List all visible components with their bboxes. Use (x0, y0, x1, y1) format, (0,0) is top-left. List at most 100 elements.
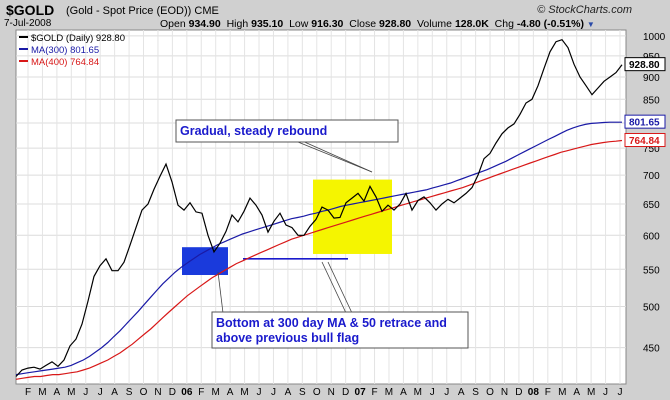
x-tick-label: A (285, 387, 292, 398)
x-tick-label: S (299, 387, 306, 398)
x-axis: F M A M J J A S O N D 06 F M A M J J A S O N D 07 F M A M J J A S O N D 08 F… (25, 387, 623, 398)
x-tick-label: N (154, 387, 161, 398)
x-tick-label: A (54, 387, 61, 398)
x-tick-label: F (545, 387, 551, 398)
x-tick-label: D (342, 387, 349, 398)
ma300-tag-box (624, 114, 666, 129)
x-tick-label: M (67, 387, 75, 398)
x-tick-label: M (38, 387, 46, 398)
y-tick-label: 850 (643, 95, 660, 106)
volume-label: Volume (416, 18, 453, 30)
legend-label: $GOLD (Daily) 928.80 (31, 33, 125, 44)
volume-value: 128.0K (454, 18, 489, 30)
highlight-boxes (182, 179, 392, 276)
ma400-line (15, 139, 623, 380)
x-tick-label: J (271, 387, 276, 398)
chart-header: $GOLD (Gold - Spot Price (EOD)) CME 7-Ju… (0, 0, 670, 30)
callout-pointer (321, 261, 347, 314)
value-tags: 928.80 801.65 764.84 (624, 57, 666, 148)
x-tick-label: N (328, 387, 335, 398)
x-tick-label: A (400, 387, 407, 398)
callout-text-2: Bottom at 300 day MA & 50 retrace and abo… (216, 316, 447, 345)
brand-logo[interactable]: © StockCharts.com (537, 4, 632, 16)
x-tick-label: M (385, 387, 393, 398)
x-tick-label: J (603, 387, 608, 398)
callout-pointer (299, 139, 373, 173)
x-tick-label: M (414, 387, 422, 398)
annotations: Gradual, steady rebound Bottom at 300 day… (175, 119, 469, 349)
x-tick-label: J (98, 387, 103, 398)
open-value: 934.90 (188, 18, 221, 30)
y-tick-label: 600 (643, 231, 660, 242)
x-tick-label: F (198, 387, 204, 398)
chart-date: 7-Jul-2008 (4, 18, 52, 29)
x-tick-label: M (558, 387, 566, 398)
symbol-description: (Gold - Spot Price (EOD)) CME (66, 5, 219, 17)
callout-box-1 (175, 119, 399, 143)
x-tick-label: A (227, 387, 234, 398)
x-tick-label: A (458, 387, 465, 398)
ma400-tag-box (624, 133, 666, 148)
x-tick-label: J (83, 387, 88, 398)
high-value: 935.10 (251, 18, 284, 30)
x-tick-label: J (257, 387, 262, 398)
x-tick-label: O (486, 387, 494, 398)
callout-text-1: Gradual, steady rebound (180, 124, 327, 138)
quote-line: Open 934.90 High 935.10 Low 916.30 Close… (160, 18, 595, 30)
series-lines (15, 38, 623, 380)
y-tick-label: 900 (643, 73, 660, 84)
y-tick-label: 750 (643, 144, 660, 155)
y-tick-label: 1000 (643, 32, 666, 43)
callout-pointer (217, 271, 224, 314)
highlight-rebound (313, 179, 392, 254)
price-tag-box (624, 57, 666, 72)
callout-pointer (292, 139, 373, 173)
legend-label: MA(300) 801.65 (31, 45, 99, 56)
y-tick-label: 700 (643, 171, 660, 182)
x-tick-label: F (25, 387, 31, 398)
open-label: Open (160, 18, 186, 30)
legend-label: MA(400) 764.84 (31, 57, 99, 68)
close-label: Close (349, 18, 377, 30)
low-value: 916.30 (311, 18, 344, 30)
x-tick-label: D (515, 387, 522, 398)
low-label: Low (289, 18, 309, 30)
y-tick-label: 650 (643, 200, 660, 211)
callout-box-2 (211, 311, 469, 349)
x-tick-label: M (587, 387, 595, 398)
close-value: 928.80 (379, 18, 412, 30)
x-tick-label: M (212, 387, 220, 398)
x-tick-label: 08 (528, 387, 540, 398)
x-tick-label: O (313, 387, 321, 398)
x-tick-label: N (501, 387, 508, 398)
callout-pointer (327, 261, 353, 314)
x-tick-label: J (444, 387, 449, 398)
description-text: (Gold - Spot Price (EOD)) (66, 5, 192, 17)
x-tick-label: J (430, 387, 435, 398)
y-axis: 4505005506006507007508008509009501000 (643, 32, 666, 355)
y-tick-label: 450 (643, 344, 660, 355)
x-tick-label: 06 (181, 387, 193, 398)
x-tick-label: A (573, 387, 580, 398)
x-tick-label: O (140, 387, 148, 398)
chg-value: -4.80 (-0.51%) (516, 18, 584, 30)
x-tick-label: J (618, 387, 623, 398)
x-tick-label: S (126, 387, 133, 398)
price-tag: 928.80 (629, 60, 660, 71)
high-label: High (226, 18, 249, 30)
x-tick-label: M (240, 387, 248, 398)
x-tick-label: D (169, 387, 176, 398)
x-tick-label: A (111, 387, 118, 398)
chg-label: Chg (494, 18, 514, 30)
price-line (15, 38, 623, 377)
ma400-tag: 764.84 (629, 136, 660, 147)
y-tick-label: 500 (643, 303, 660, 314)
dropdown-caret-icon[interactable]: ▼ (586, 20, 595, 29)
symbol-title: $GOLD (6, 2, 55, 18)
x-tick-label: S (472, 387, 479, 398)
exchange-text: CME (194, 5, 219, 17)
x-tick-label: 07 (355, 387, 367, 398)
y-tick-label: 550 (643, 265, 660, 276)
